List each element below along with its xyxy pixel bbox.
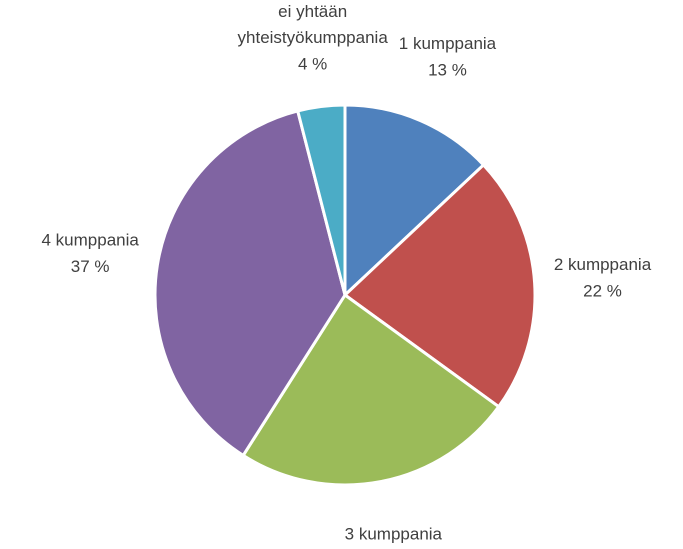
value-label: 22 % <box>583 281 622 300</box>
slice-label: ei yhtään yhteistyökumppania <box>238 3 389 48</box>
label-line: 4 kumppania <box>42 231 140 250</box>
label-line: yhteistyökumppania <box>238 29 389 48</box>
pie-slice <box>296 103 347 297</box>
label-line: ei yhtään <box>278 3 347 22</box>
value-label: 4 % <box>298 55 327 74</box>
slice-label: 3 kumppania <box>345 525 443 544</box>
slice-label: 4 kumppania <box>42 231 140 250</box>
pie-slice <box>153 109 347 457</box>
label-line: 3 kumppania <box>345 525 443 544</box>
value-label: 13 % <box>428 61 467 80</box>
slice-label: 1 kumppania <box>399 35 497 54</box>
value-label: 37 % <box>71 257 110 276</box>
pie-slice <box>343 163 537 409</box>
pie-slice <box>241 293 501 487</box>
label-line: 1 kumppania <box>399 35 497 54</box>
slice-label: 2 kumppania <box>554 255 652 274</box>
pie-slice <box>343 103 486 297</box>
label-line: 2 kumppania <box>554 255 652 274</box>
